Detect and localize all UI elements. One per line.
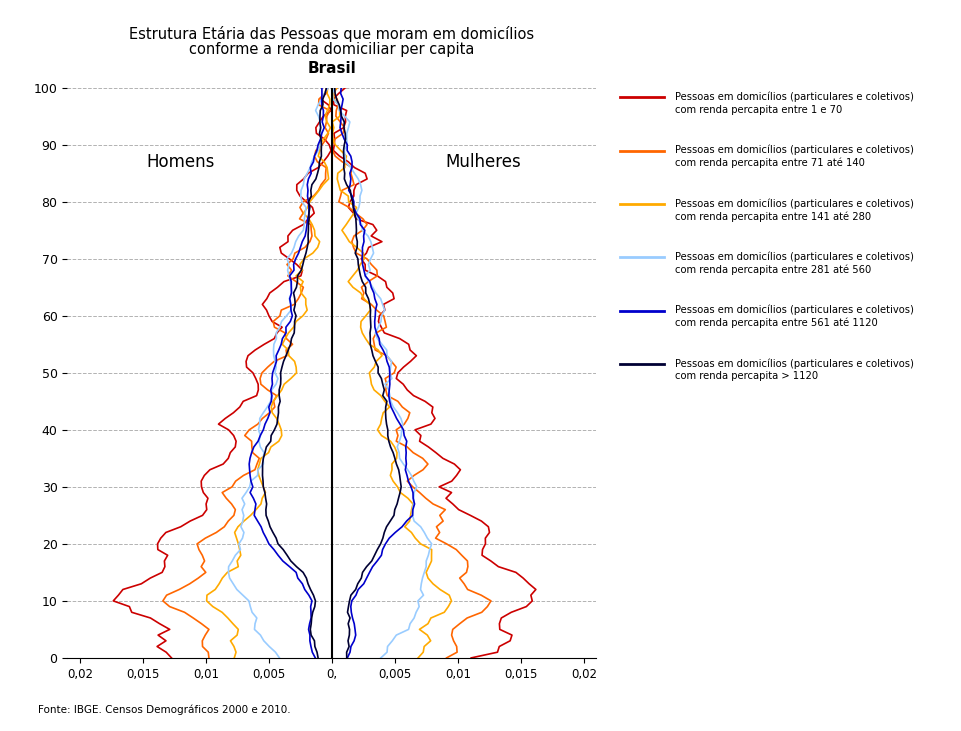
Text: Brasil: Brasil (308, 61, 356, 76)
Text: Pessoas em domicílios (particulares e coletivos): Pessoas em domicílios (particulares e co… (675, 145, 913, 155)
Text: com renda percapita entre 71 até 140: com renda percapita entre 71 até 140 (675, 158, 864, 168)
Text: com renda percapita > 1120: com renda percapita > 1120 (675, 371, 818, 382)
Text: com renda percapita entre 561 até 1120: com renda percapita entre 561 até 1120 (675, 318, 877, 328)
Text: conforme a renda domiciliar per capita: conforme a renda domiciliar per capita (189, 42, 474, 58)
Text: Pessoas em domicílios (particulares e coletivos): Pessoas em domicílios (particulares e co… (675, 198, 913, 208)
Text: Pessoas em domicílios (particulares e coletivos): Pessoas em domicílios (particulares e co… (675, 358, 913, 368)
Text: com renda percapita entre 1 e 70: com renda percapita entre 1 e 70 (675, 105, 842, 115)
Text: Pessoas em domicílios (particulares e coletivos): Pessoas em domicílios (particulares e co… (675, 251, 913, 262)
Text: Mulheres: Mulheres (445, 153, 521, 171)
Text: Pessoas em domicílios (particulares e coletivos): Pessoas em domicílios (particulares e co… (675, 91, 913, 102)
Text: Fonte: IBGE. Censos Demográficos 2000 e 2010.: Fonte: IBGE. Censos Demográficos 2000 e … (38, 704, 291, 715)
Text: Homens: Homens (146, 153, 214, 171)
Text: Estrutura Etária das Pessoas que moram em domicílios: Estrutura Etária das Pessoas que moram e… (129, 26, 534, 42)
Text: Pessoas em domicílios (particulares e coletivos): Pessoas em domicílios (particulares e co… (675, 305, 913, 315)
Text: com renda percapita entre 141 até 280: com renda percapita entre 141 até 280 (675, 211, 871, 221)
Text: com renda percapita entre 281 até 560: com renda percapita entre 281 até 560 (675, 265, 871, 275)
